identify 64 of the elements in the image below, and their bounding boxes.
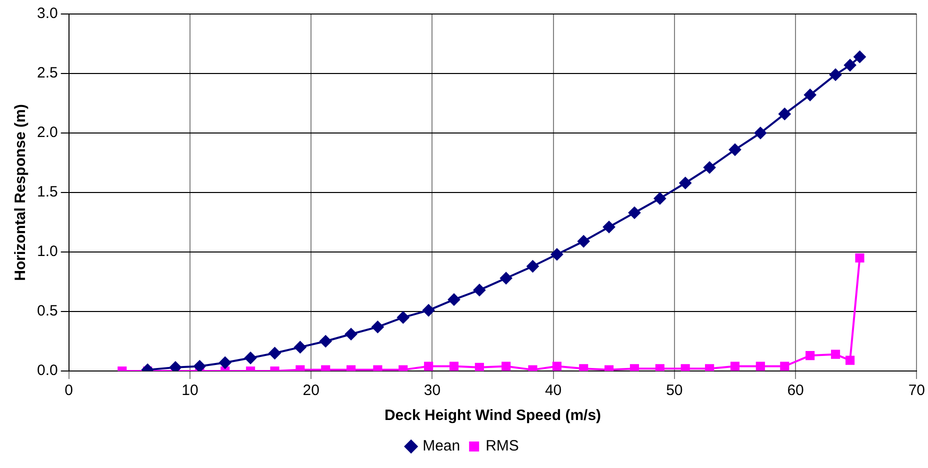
x-tick-label: 40 <box>544 382 562 400</box>
point <box>372 320 384 333</box>
point <box>526 260 539 272</box>
point <box>320 335 332 348</box>
point <box>448 294 460 306</box>
y-tick-label: 2.0 <box>36 124 58 142</box>
point <box>630 364 639 371</box>
x-tick-label: 70 <box>908 382 925 400</box>
point <box>830 350 840 359</box>
x-axis-title: Deck Height Wind Speed (m/s) <box>384 407 602 424</box>
point <box>578 235 590 248</box>
y-tick-label: 1.5 <box>36 184 58 201</box>
point <box>830 68 842 81</box>
point <box>219 356 232 369</box>
point <box>502 362 511 371</box>
point <box>628 206 640 219</box>
point <box>780 362 790 371</box>
point <box>474 362 484 371</box>
point <box>422 304 435 316</box>
point <box>550 248 563 260</box>
point <box>728 144 741 156</box>
y-tick-label: 3.0 <box>36 5 58 22</box>
point <box>754 127 766 139</box>
point <box>169 361 182 371</box>
point <box>424 362 434 371</box>
y-tick-label: 0.0 <box>36 362 58 380</box>
point <box>294 341 306 354</box>
point <box>846 356 855 365</box>
point <box>705 364 714 371</box>
x-tick-label: 10 <box>182 382 198 400</box>
point <box>449 362 459 371</box>
point <box>704 162 716 174</box>
y-tick-label: 0.5 <box>36 302 58 320</box>
y-tick-label: 1.0 <box>36 243 58 260</box>
point <box>655 364 664 371</box>
y-tick-label: 2.5 <box>36 64 58 82</box>
x-tick-label: 50 <box>666 382 683 400</box>
point <box>244 352 257 364</box>
legend-label: RMS <box>486 438 519 455</box>
point <box>268 347 281 360</box>
y-axis-title: Horizontal Response (m) <box>12 104 30 281</box>
point <box>730 362 740 371</box>
x-tick-label: 60 <box>787 382 804 400</box>
point <box>345 328 358 340</box>
point <box>500 272 512 284</box>
legend-label: Mean <box>422 438 460 455</box>
point <box>473 284 486 296</box>
point <box>552 362 562 371</box>
point <box>603 221 616 234</box>
point <box>397 311 410 324</box>
point <box>579 364 588 371</box>
point <box>679 176 692 189</box>
point <box>756 362 765 371</box>
x-tick-label: 20 <box>302 382 320 400</box>
point <box>806 350 815 360</box>
point <box>804 88 816 101</box>
point <box>680 364 690 371</box>
point <box>855 253 864 262</box>
point <box>778 108 791 120</box>
point <box>654 192 666 204</box>
point <box>844 59 856 72</box>
x-tick-label: 30 <box>424 382 441 400</box>
x-tick-label: 0 <box>64 382 74 400</box>
point <box>854 50 866 63</box>
